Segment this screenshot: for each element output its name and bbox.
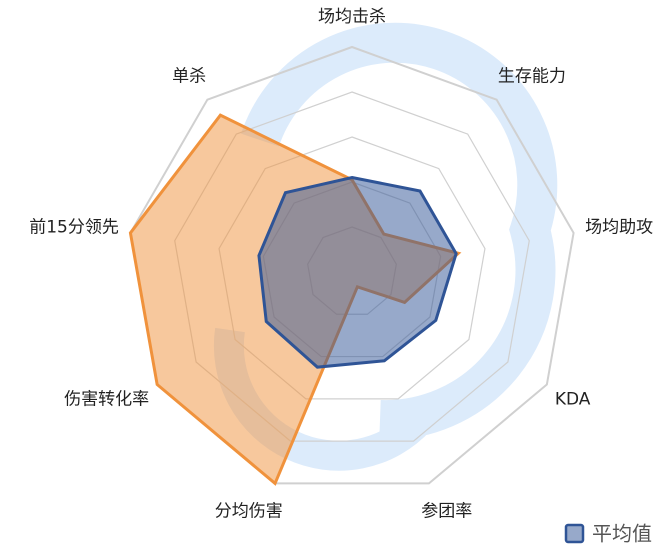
legend-swatch <box>566 525 583 542</box>
legend-label: 平均值 <box>592 522 652 546</box>
page: 场均击杀生存能力场均助攻 KDA 参团率 分均伤害 伤害转化率 前15分领先 单杀 平均值 <box>0 0 672 548</box>
axis-label: 分均伤害 <box>215 502 283 522</box>
chart: 场均击杀生存能力场均助攻 KDA 参团率 分均伤害 伤害转化率 前15分领先 单杀 平均值 <box>0 0 672 548</box>
axis-label: 前15分领先 <box>29 218 119 238</box>
axis-label: 生存能力 <box>498 67 566 87</box>
radar-area <box>259 178 456 368</box>
axis-label: 场均助攻 <box>585 218 653 238</box>
axis-label: 参团率 <box>421 502 472 522</box>
axis-label: 单杀 <box>172 67 206 87</box>
axis-label: 伤害转化率 <box>64 390 149 410</box>
axis-label: KDA <box>555 390 591 410</box>
axis-label: 场均击杀 <box>318 7 386 27</box>
